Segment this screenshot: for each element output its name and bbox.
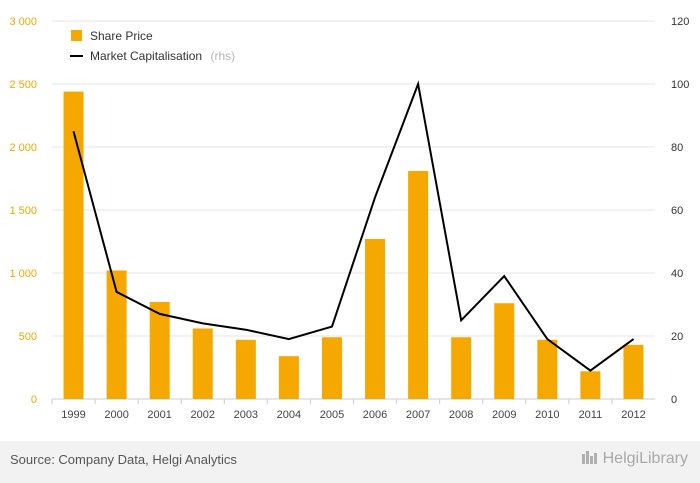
x-tick-label: 2000 [104,409,128,421]
x-tick-label: 2010 [535,409,559,421]
x-tick-label: 2005 [320,409,344,421]
legend-label-market-cap-text: Market Capitalisation [90,49,202,63]
bar-1999 [63,91,84,399]
bar-2011 [580,371,601,399]
legend-label-market-cap-note: (rhs) [211,49,236,63]
brand-name: HelgiLibrary [602,450,688,467]
left-axis-ticks: 0 500 1 000 1 500 2 000 2 500 3 000 [9,16,37,406]
chart: 0 500 1 000 1 500 2 000 2 500 3 000 0 20 40 60 80 1… [9,16,689,421]
y-right-tick-label: 20 [671,331,683,343]
y-right-tick-label: 120 [671,16,689,28]
y-right-tick-label: 40 [671,268,683,280]
share-price-bars [63,91,644,399]
bar-2006 [365,238,386,399]
x-tick-label: 2001 [147,409,171,421]
y-left-tick-label: 3 000 [9,16,37,28]
y-right-tick-label: 80 [671,142,683,154]
legend-label-market-cap: Market Capitalisation (rhs) [90,47,235,64]
bar-2007 [408,170,429,399]
x-tick-label: 2007 [406,409,430,421]
y-left-tick-label: 1 500 [9,205,37,217]
y-right-tick-label: 0 [671,394,677,406]
x-tick-label: 2003 [234,409,258,421]
y-left-tick-label: 1 000 [9,268,37,280]
right-axis-ticks: 0 20 40 60 80 100 120 [671,16,689,406]
x-tick-label: 2009 [492,409,516,421]
bar-2009 [494,303,515,399]
bar-2001 [149,301,170,399]
y-left-tick-label: 2 000 [9,142,37,154]
y-left-tick-label: 0 [31,394,37,406]
x-tick-label: 2011 [579,409,603,421]
bar-2008 [451,337,472,399]
legend-label-share-price: Share Price [90,29,153,43]
bar-2002 [192,328,213,399]
x-tick-label: 2006 [363,409,387,421]
library-icon [581,451,597,464]
bar-2004 [278,356,299,399]
bar-2010 [537,339,558,399]
y-left-tick-label: 500 [19,331,37,343]
x-axis-ticks: 1999 2000 2001 2002 2003 2004 2005 2006 2007 2008… [51,399,646,421]
brand-logo: HelgiLibrary [581,450,688,468]
x-tick-label: 1999 [61,409,85,421]
bar-2000 [106,270,127,399]
y-right-tick-label: 100 [671,79,689,91]
footer: Source: Company Data, Helgi Analytics He… [0,441,700,483]
y-left-tick-label: 2 500 [9,79,37,91]
gridlines [52,20,655,400]
x-tick-label: 2004 [277,409,301,421]
source-note: Source: Company Data, Helgi Analytics [10,452,237,467]
x-tick-label: 2012 [621,409,645,421]
bar-2003 [235,339,256,399]
market-cap-line [72,80,635,372]
y-right-tick-label: 60 [671,205,683,217]
legend: Share Price Market Capitalisation (rhs) [70,29,235,64]
legend-bar-swatch [71,30,82,41]
bar-2005 [321,337,342,399]
x-tick-label: 2008 [449,409,473,421]
x-tick-label: 2002 [191,409,215,421]
bar-2012 [623,344,644,399]
